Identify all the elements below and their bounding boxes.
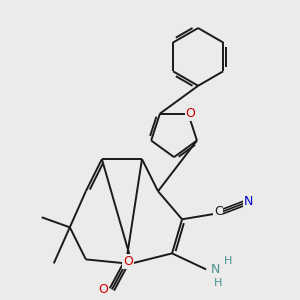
Text: O: O <box>98 283 108 296</box>
Text: O: O <box>185 107 195 120</box>
Text: C: C <box>214 205 223 218</box>
Text: N: N <box>210 263 220 276</box>
Text: O: O <box>123 255 133 268</box>
Text: H: H <box>224 256 232 266</box>
Text: N: N <box>244 195 253 208</box>
Text: H: H <box>214 278 222 288</box>
